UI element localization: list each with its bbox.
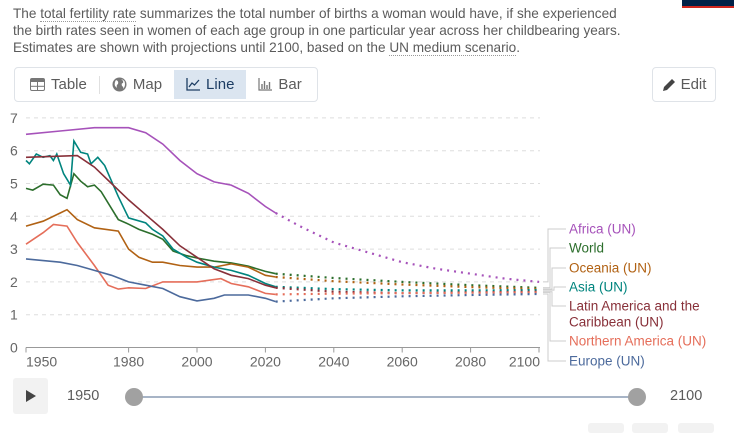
series-line bbox=[25, 258, 276, 303]
legend-item[interactable]: Latin America and the Caribbean (UN) bbox=[569, 299, 700, 330]
tab-table[interactable]: Table bbox=[18, 70, 99, 99]
legend-item[interactable]: Oceania (UN) bbox=[569, 261, 652, 276]
legend-item[interactable]: Northern America (UN) bbox=[569, 334, 706, 349]
footer-button[interactable] bbox=[588, 423, 624, 433]
y-tick-label: 6 bbox=[10, 143, 18, 159]
series-line bbox=[25, 126, 277, 214]
tab-line[interactable]: Line bbox=[174, 70, 247, 99]
x-tick-label: 1980 bbox=[113, 354, 144, 370]
chart-type-tabs: Table Map Line Bar bbox=[14, 67, 318, 102]
legend-connector bbox=[543, 293, 566, 362]
un-medium-scenario-link[interactable]: UN medium scenario bbox=[389, 40, 517, 56]
legend-item[interactable]: Asia (UN) bbox=[569, 280, 628, 295]
legend-item[interactable]: World bbox=[569, 241, 604, 256]
divider bbox=[98, 75, 100, 94]
tab-bar[interactable]: Bar bbox=[246, 70, 313, 99]
legend-connector bbox=[543, 267, 566, 290]
legend-item[interactable]: Europe (UN) bbox=[569, 354, 645, 369]
globe-icon bbox=[112, 77, 127, 92]
edit-button[interactable]: Edit bbox=[652, 67, 716, 102]
x-tick-label: 2000 bbox=[181, 354, 212, 370]
tab-map[interactable]: Map bbox=[100, 70, 174, 99]
y-tick-label: 4 bbox=[10, 208, 18, 224]
line-chart: 0 1 2 3 4 5 6 7 1950 1980 2000 2020 2040 2060 2080 2100… bbox=[10, 110, 706, 370]
pencil-icon bbox=[662, 78, 675, 91]
series-projection bbox=[275, 272, 540, 289]
series-projection bbox=[275, 275, 540, 291]
x-tick-label: 2040 bbox=[318, 354, 349, 370]
y-tick-label: 1 bbox=[10, 307, 18, 323]
line-chart-icon bbox=[186, 78, 201, 91]
legend-connector bbox=[543, 291, 566, 307]
play-icon bbox=[25, 390, 36, 402]
y-tick-label: 3 bbox=[10, 241, 18, 257]
x-tick-label: 2060 bbox=[387, 354, 418, 370]
series-line bbox=[25, 223, 276, 296]
table-icon bbox=[30, 78, 45, 91]
y-tick-label: 2 bbox=[10, 274, 18, 290]
timeline-end-handle[interactable] bbox=[628, 388, 646, 406]
footer-button[interactable] bbox=[632, 423, 668, 433]
footer-button[interactable] bbox=[678, 423, 714, 433]
series-projection bbox=[275, 291, 540, 296]
timeline-track[interactable] bbox=[134, 396, 637, 398]
series-projection bbox=[275, 285, 540, 292]
timeline-start-label: 1950 bbox=[67, 388, 100, 404]
x-tick-label: 2020 bbox=[250, 354, 281, 370]
bar-chart-icon bbox=[258, 78, 273, 91]
play-button[interactable] bbox=[13, 378, 48, 414]
total-fertility-rate-link[interactable]: total fertility rate bbox=[40, 6, 137, 22]
series-line bbox=[25, 154, 276, 289]
legend-connector bbox=[543, 247, 566, 289]
legend-connector bbox=[543, 228, 566, 283]
timeline-start-handle[interactable] bbox=[125, 388, 143, 406]
y-tick-label: 0 bbox=[10, 340, 18, 356]
chart-description: The total fertility rate summarizes the … bbox=[13, 6, 621, 56]
x-tick-label: 2080 bbox=[455, 354, 486, 370]
header-badge[interactable] bbox=[682, 0, 734, 8]
y-tick-label: 7 bbox=[10, 110, 18, 126]
y-tick-label: 5 bbox=[10, 176, 18, 192]
x-tick-label: 1950 bbox=[26, 354, 57, 370]
legend-item[interactable]: Africa (UN) bbox=[569, 222, 636, 237]
legend-connector bbox=[543, 291, 566, 342]
series-line bbox=[25, 172, 276, 275]
legend-connector bbox=[543, 286, 566, 291]
series-projection bbox=[275, 292, 540, 303]
series-line bbox=[25, 208, 276, 278]
series-projection bbox=[275, 212, 540, 283]
series-line bbox=[25, 138, 276, 288]
timeline-end-label: 2100 bbox=[670, 388, 703, 404]
x-tick-label: 2100 bbox=[509, 354, 540, 370]
